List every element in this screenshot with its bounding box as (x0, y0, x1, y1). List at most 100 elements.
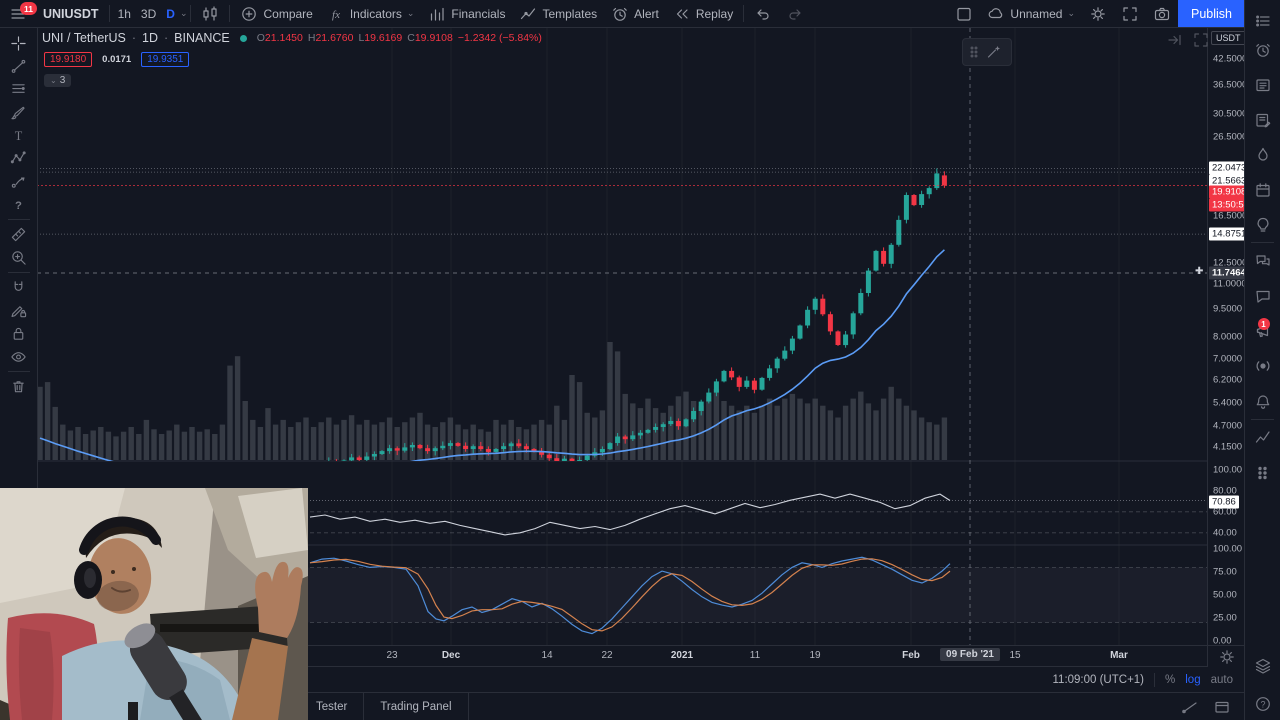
currency-toggle[interactable]: USDT (1211, 31, 1246, 45)
lock-all-button[interactable] (4, 322, 34, 345)
notification-count-badge: 11 (20, 2, 37, 15)
symbol-title[interactable]: UNI / TetherUS (42, 31, 126, 45)
financials-icon (428, 5, 446, 23)
hide-all-button[interactable] (4, 345, 34, 368)
brush-icon (10, 104, 27, 121)
svg-text:T: T (15, 129, 23, 143)
watchlist-button[interactable] (1245, 7, 1280, 35)
price-label: 11.7464 (1209, 266, 1249, 280)
trend-line-icon (10, 58, 27, 75)
compare-button[interactable]: Compare (233, 0, 319, 27)
time-axis-settings[interactable] (1207, 645, 1246, 667)
zoom-in-button[interactable] (4, 246, 34, 269)
public-chat-button[interactable] (1245, 247, 1280, 275)
interval-1h[interactable]: 1h (117, 6, 131, 21)
rsi-tick: 100.00 (1213, 464, 1243, 476)
price-tick: 7.0000 (1213, 353, 1243, 365)
cloud-icon (987, 5, 1005, 23)
lock-all-icon (10, 325, 27, 342)
templates-button[interactable]: Templates (512, 0, 604, 27)
object-tree-icon (1254, 657, 1272, 675)
data-window-button[interactable] (1245, 106, 1280, 134)
bid-price-chip[interactable]: 19.9180 (44, 52, 93, 67)
calendar-button[interactable] (1245, 176, 1280, 204)
brush-button[interactable] (4, 101, 34, 124)
publish-button[interactable]: Publish (1178, 0, 1245, 27)
forecast-icon (10, 173, 27, 190)
scripts-button[interactable] (1245, 424, 1280, 452)
private-chat-button[interactable] (1245, 282, 1280, 310)
ruler-icon (10, 226, 27, 243)
floating-drawing-toolbar[interactable] (962, 38, 1012, 66)
quick-trendline-icon[interactable] (1181, 698, 1199, 716)
stoch-tick: 100.00 (1213, 543, 1243, 555)
legend-collapse-button[interactable]: ⌄ 3 (44, 74, 72, 87)
magnet-button[interactable] (4, 276, 34, 299)
chart-style-button[interactable] (194, 0, 226, 27)
ideas-button[interactable] (1245, 211, 1280, 239)
announcements-button[interactable]: 1 (1245, 317, 1280, 345)
chart-settings-button[interactable] (1082, 0, 1114, 27)
xabcd-pattern-icon (10, 150, 27, 167)
news-icon (1254, 76, 1272, 94)
undo-button[interactable] (747, 0, 779, 27)
remove-all-button[interactable] (4, 375, 34, 398)
main-menu-button[interactable]: 11 (0, 0, 37, 27)
ruler-button[interactable] (4, 223, 34, 246)
time-axis[interactable]: 23 Dec 14 22 2021 11 19 Feb 15 Mar 09 Feb '21 (37, 645, 1207, 667)
redo-button[interactable] (779, 0, 811, 27)
scroll-to-recent-icon[interactable] (1166, 31, 1184, 49)
price-axis[interactable]: USDT 42.5000 36.5000 30.5000 26.5000 16.5000… (1207, 27, 1252, 647)
drag-handle-icon[interactable] (963, 43, 985, 61)
news-button[interactable] (1245, 71, 1280, 99)
help-button[interactable]: ? (1245, 690, 1280, 718)
financials-button[interactable]: Financials (421, 0, 512, 27)
announcements-icon: 1 (1254, 318, 1272, 340)
symbol-button[interactable]: UNIUSDT (43, 6, 99, 21)
market-status-dot[interactable] (239, 34, 247, 42)
layout-select-button[interactable] (948, 0, 980, 27)
text-tool-button[interactable]: T (4, 124, 34, 147)
fib-retracement-button[interactable] (4, 78, 34, 101)
notifications-bell-button[interactable] (1245, 388, 1280, 416)
percent-scale-button[interactable]: % (1165, 673, 1176, 686)
price-tick: 42.5000 (1213, 53, 1248, 65)
indicators-button[interactable]: fx Indicators ⌄ (320, 0, 422, 27)
favorite-tool-wand-icon[interactable] (985, 43, 1003, 61)
alert-button[interactable]: Alert (604, 0, 666, 27)
crosshair-button[interactable] (4, 32, 34, 55)
interval-dropdown-icon[interactable]: ⌄ (179, 8, 188, 18)
log-scale-button[interactable]: log (1185, 673, 1201, 686)
hide-all-icon (10, 348, 27, 365)
clock-display[interactable]: 11:09:00 (UTC+1) (1052, 673, 1145, 686)
price-tick: 30.5000 (1213, 108, 1248, 120)
snapshot-button[interactable] (1146, 0, 1178, 27)
object-tree-button[interactable] (1245, 652, 1280, 680)
hotlists-icon (1254, 146, 1272, 164)
tab-trading-panel[interactable]: Trading Panel (380, 701, 452, 713)
drawing-lock-button[interactable] (4, 299, 34, 322)
streams-button[interactable] (1245, 352, 1280, 380)
drawing-help-button[interactable]: ? (4, 193, 34, 216)
panel-toggle-icon[interactable] (1213, 698, 1231, 716)
alerts-clock-button[interactable] (1245, 36, 1280, 64)
ask-price-chip[interactable]: 19.9351 (141, 52, 190, 67)
interval-1d[interactable]: D (166, 6, 175, 21)
trend-line-button[interactable] (4, 55, 34, 78)
widget-grid-button[interactable] (1245, 459, 1280, 487)
cloud-layout-button[interactable]: Unnamed ⌄ (980, 0, 1082, 27)
time-tick: Feb (902, 650, 920, 661)
maximize-pane-icon[interactable] (1192, 31, 1210, 49)
fullscreen-button[interactable] (1114, 0, 1146, 27)
auto-scale-button[interactable]: auto (1210, 673, 1233, 686)
layout-square-icon (955, 5, 973, 23)
drawing-help-icon: ? (10, 196, 27, 213)
layout-dropdown-icon[interactable]: ⌄ (1067, 8, 1075, 18)
xabcd-pattern-button[interactable] (4, 147, 34, 170)
forecast-button[interactable] (4, 170, 34, 193)
indicators-dropdown-icon[interactable]: ⌄ (406, 8, 415, 18)
tab-strategy-tester[interactable]: Tester (316, 701, 348, 713)
replay-button[interactable]: Replay (666, 0, 740, 27)
hotlists-button[interactable] (1245, 141, 1280, 169)
interval-3d[interactable]: 3D (140, 6, 157, 21)
